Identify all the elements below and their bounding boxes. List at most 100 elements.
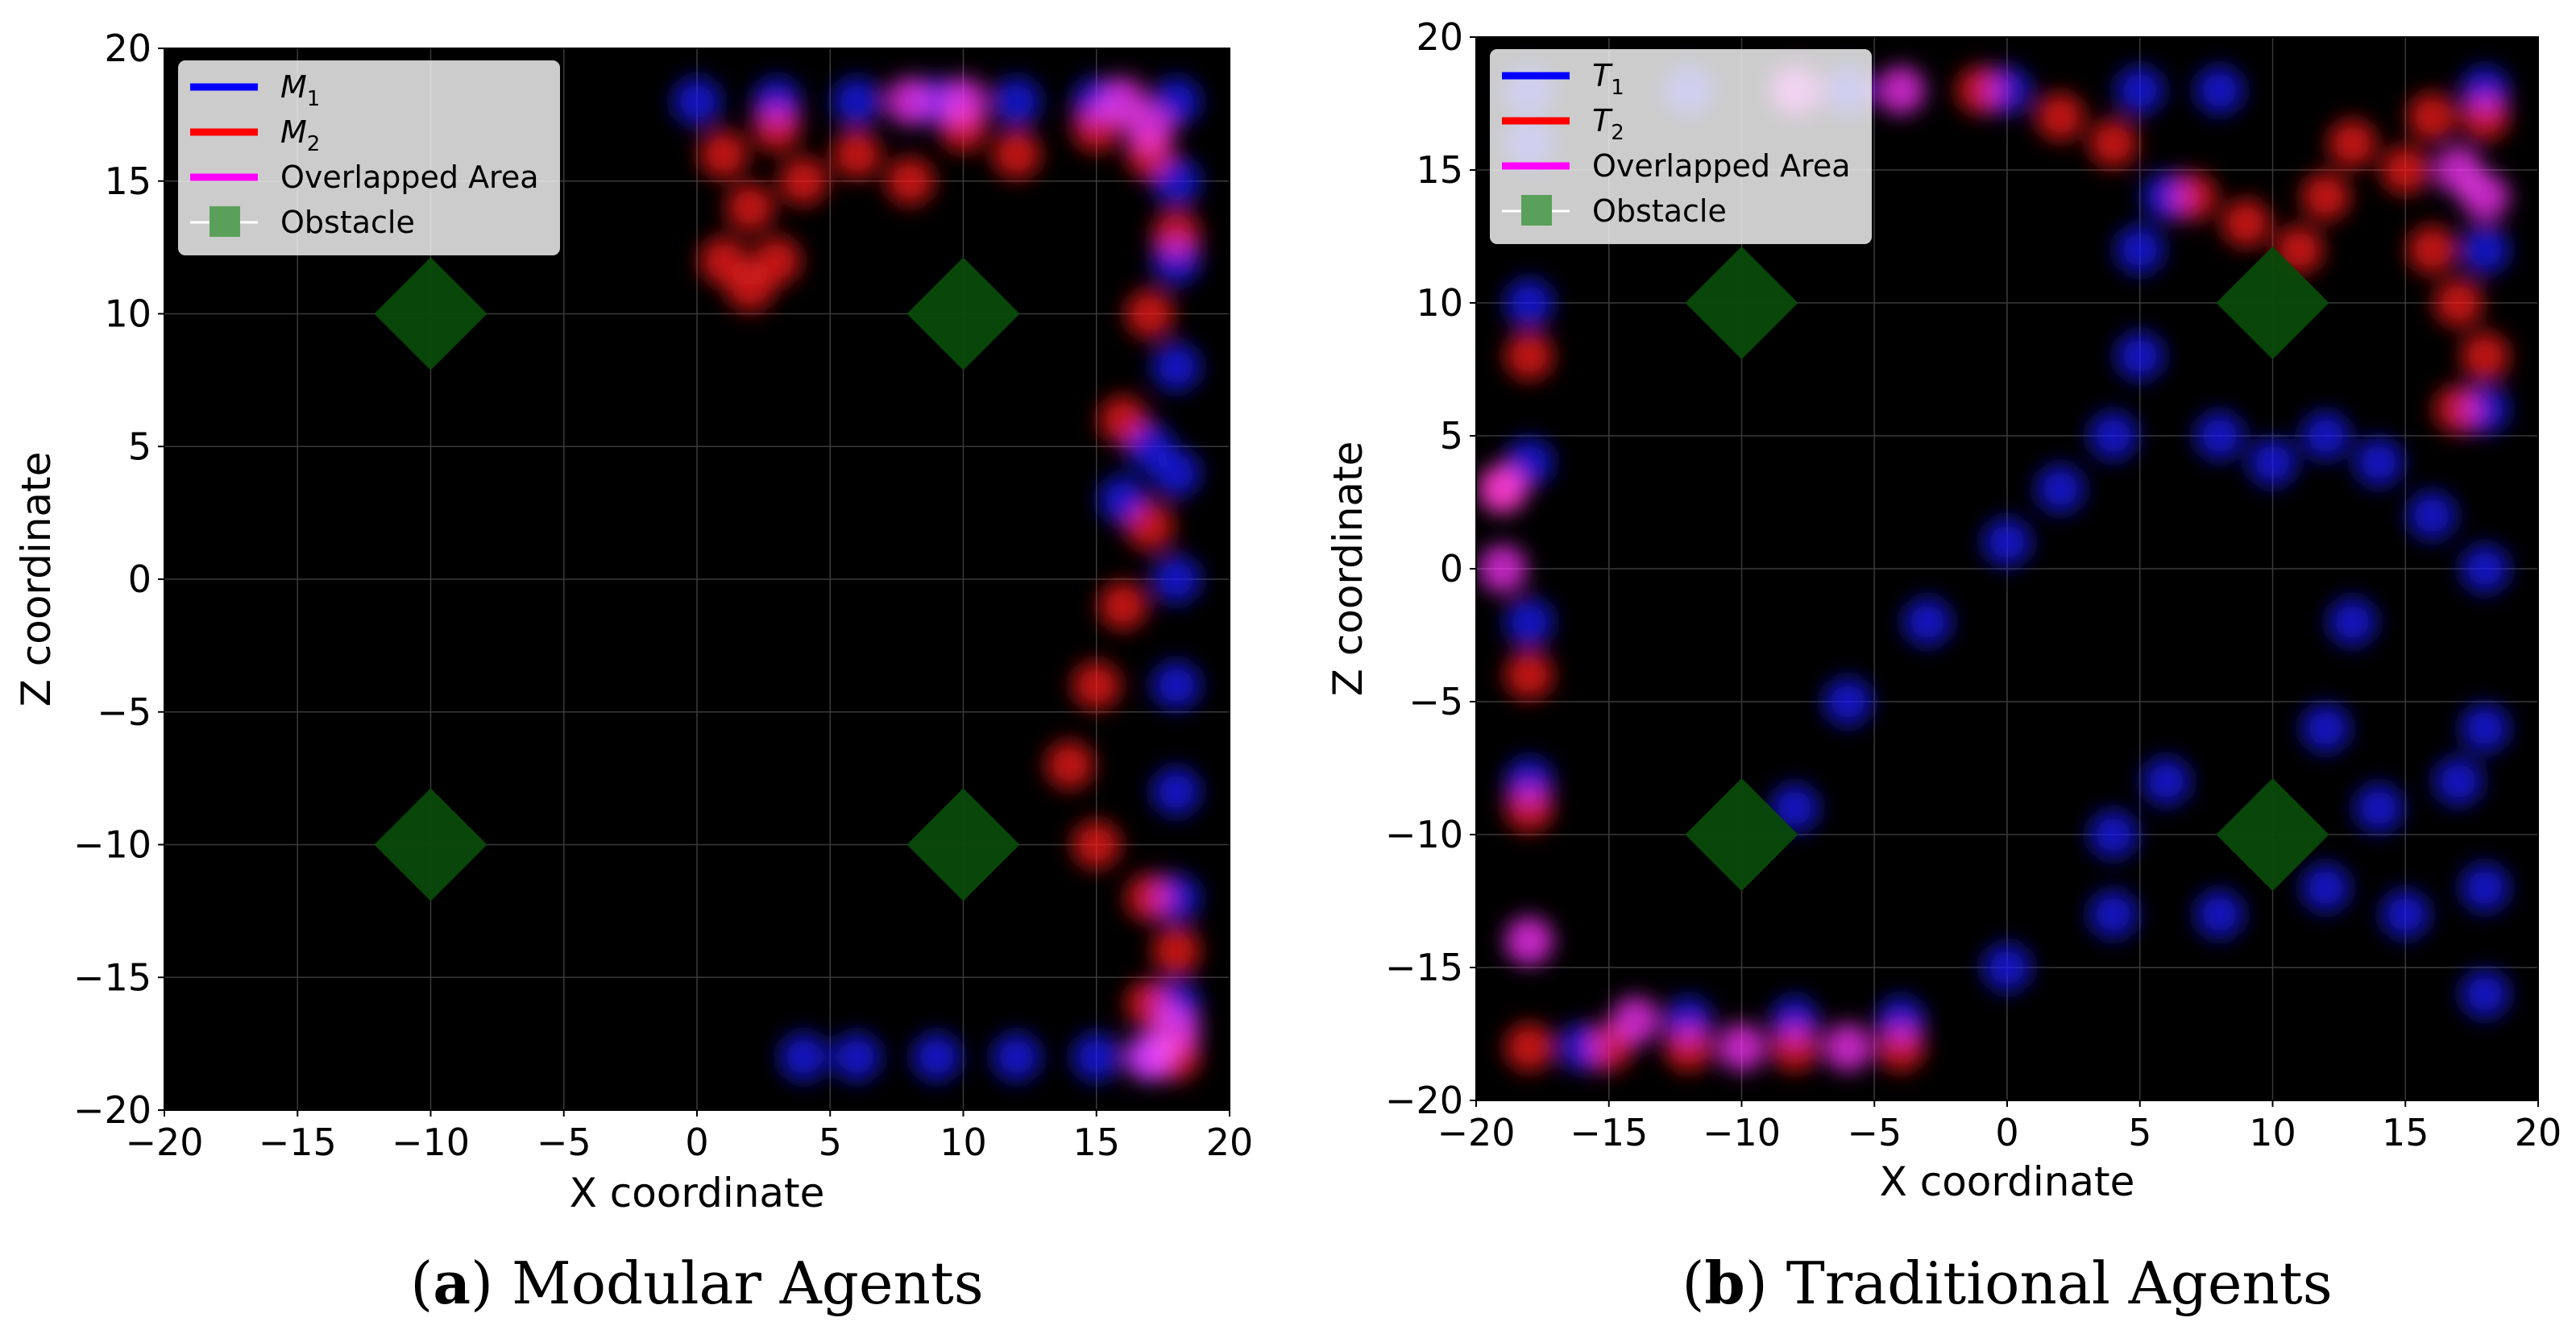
heat-point <box>2301 412 2350 460</box>
heat-point <box>1478 545 1527 593</box>
heat-point <box>673 77 721 126</box>
x-axis-label: X coordinate <box>1880 1158 2135 1205</box>
heat-point <box>832 77 881 126</box>
panel-modular-agents: −20 −15 −10 −5 0 5 10 15 20 −20−15−10−505101520 … <box>13 27 1253 1317</box>
legend-label-main: T <box>1592 103 1613 139</box>
caption-b: (b) Traditional Agents <box>1682 1249 2332 1317</box>
heat-point <box>753 103 802 152</box>
heat-point <box>2381 890 2430 938</box>
legend-label: M2 <box>280 114 320 156</box>
heat-point <box>1125 873 1174 922</box>
x-tick-label: 5 <box>2128 1111 2151 1154</box>
caption-text: Traditional Agents <box>1786 1249 2333 1317</box>
obstacle <box>2216 778 2329 891</box>
y-tick-label: −15 <box>73 955 151 999</box>
legend-label-main: Overlapped Area <box>280 160 539 195</box>
heat-point <box>2115 332 2164 380</box>
x-tick-labels: −20 −15 −10 −5 0 5 10 15 20 <box>125 1110 1253 1164</box>
heat-point <box>726 183 775 232</box>
heat-point <box>2434 279 2483 327</box>
heat-point <box>1770 1023 1819 1071</box>
x-tick-label: −15 <box>259 1121 337 1164</box>
heat-point <box>2248 438 2297 487</box>
heat-point <box>2089 890 2138 938</box>
y-tick-labels: −20 −15 −10 −5 0 5 10 15 20 <box>73 27 164 1132</box>
heat-point <box>1045 740 1094 789</box>
legend-label: Overlapped Area <box>1592 148 1851 184</box>
x-tick-label: −10 <box>1703 1111 1781 1154</box>
heat-point <box>2461 545 2510 593</box>
x-tick-label: 20 <box>2515 1111 2562 1154</box>
heat-point <box>1504 784 1553 832</box>
x-tick-label: 0 <box>685 1121 708 1164</box>
heat-point <box>886 77 935 126</box>
obstacle <box>906 788 1020 901</box>
caption-text: Modular Agents <box>512 1249 984 1317</box>
legend-label-main: M <box>280 114 307 150</box>
heat-point <box>2035 93 2084 141</box>
heat-point <box>2195 890 2244 938</box>
legend-label-main: Obstacle <box>1592 193 1727 229</box>
heat-point <box>1504 651 1553 699</box>
y-tick-label: 0 <box>1440 547 1463 590</box>
x-tick-label: 10 <box>940 1121 987 1164</box>
heat-point <box>912 1033 961 1082</box>
y-tick-label: 20 <box>104 27 151 70</box>
heat-point <box>992 77 1041 126</box>
legend-label-sub: 2 <box>307 132 321 156</box>
heat-point <box>1823 1023 1873 1071</box>
legend-label-main: T <box>1592 58 1613 93</box>
legend-box <box>1490 49 1872 244</box>
heat-point <box>1098 581 1147 630</box>
legend-label-main: Obstacle <box>280 205 415 240</box>
legend-label: T1 <box>1592 58 1624 100</box>
caption-letter: b <box>1704 1249 1744 1317</box>
heat-point <box>2301 172 2350 221</box>
heat-point <box>2089 119 2138 168</box>
heat-point <box>2115 66 2164 114</box>
heat-point <box>2301 704 2350 752</box>
y-tick-label: 0 <box>128 557 151 601</box>
legend-label-sub: 2 <box>1611 121 1624 145</box>
heat-point <box>699 130 749 179</box>
x-tick-label: 15 <box>2382 1111 2429 1154</box>
panel-traditional-agents: −20 −15 −10 −5 0 5 10 15 20 −20−15−10−505101520 … <box>1325 15 2561 1317</box>
heat-point <box>2328 598 2377 646</box>
heat-point <box>2381 146 2430 194</box>
y-tick-label: 5 <box>1440 414 1463 458</box>
x-tick-label: 10 <box>2249 1111 2296 1154</box>
heat-point <box>1125 103 1174 152</box>
heat-point <box>2461 970 2510 1018</box>
heat-point <box>2115 226 2164 274</box>
y-tick-label: −5 <box>1408 680 1463 723</box>
x-tick-label: 5 <box>819 1121 842 1164</box>
heat-point <box>1877 66 1926 114</box>
x-tick-label: −20 <box>125 1121 203 1164</box>
legend-box <box>178 60 560 255</box>
heat-point <box>2195 66 2244 114</box>
heat-point <box>779 156 828 205</box>
heat-point <box>1125 502 1174 551</box>
heat-point <box>1151 1006 1201 1055</box>
heat-point <box>1504 598 1553 646</box>
legend-swatch <box>1521 195 1552 226</box>
heat-point <box>1504 279 1553 327</box>
legend-label-main: Overlapped Area <box>1592 148 1851 184</box>
heat-point <box>1611 996 1660 1045</box>
y-tick-labels: −20 −15 −10 −5 0 5 10 15 20 <box>1385 15 1476 1122</box>
heat-point <box>2461 172 2510 221</box>
heat-point <box>992 1033 1041 1082</box>
y-tick-label: −5 <box>97 690 151 734</box>
heat-point <box>832 130 881 179</box>
heat-point <box>1504 1023 1553 1071</box>
heat-point <box>2328 119 2377 168</box>
heat-point <box>2035 465 2084 513</box>
x-axis-label: X coordinate <box>570 1170 825 1216</box>
x-tick-label: 15 <box>1072 1121 1120 1164</box>
heat-point <box>1151 926 1201 976</box>
heat-point <box>886 156 935 205</box>
heat-point <box>939 77 988 126</box>
y-tick-label: 15 <box>104 160 151 203</box>
